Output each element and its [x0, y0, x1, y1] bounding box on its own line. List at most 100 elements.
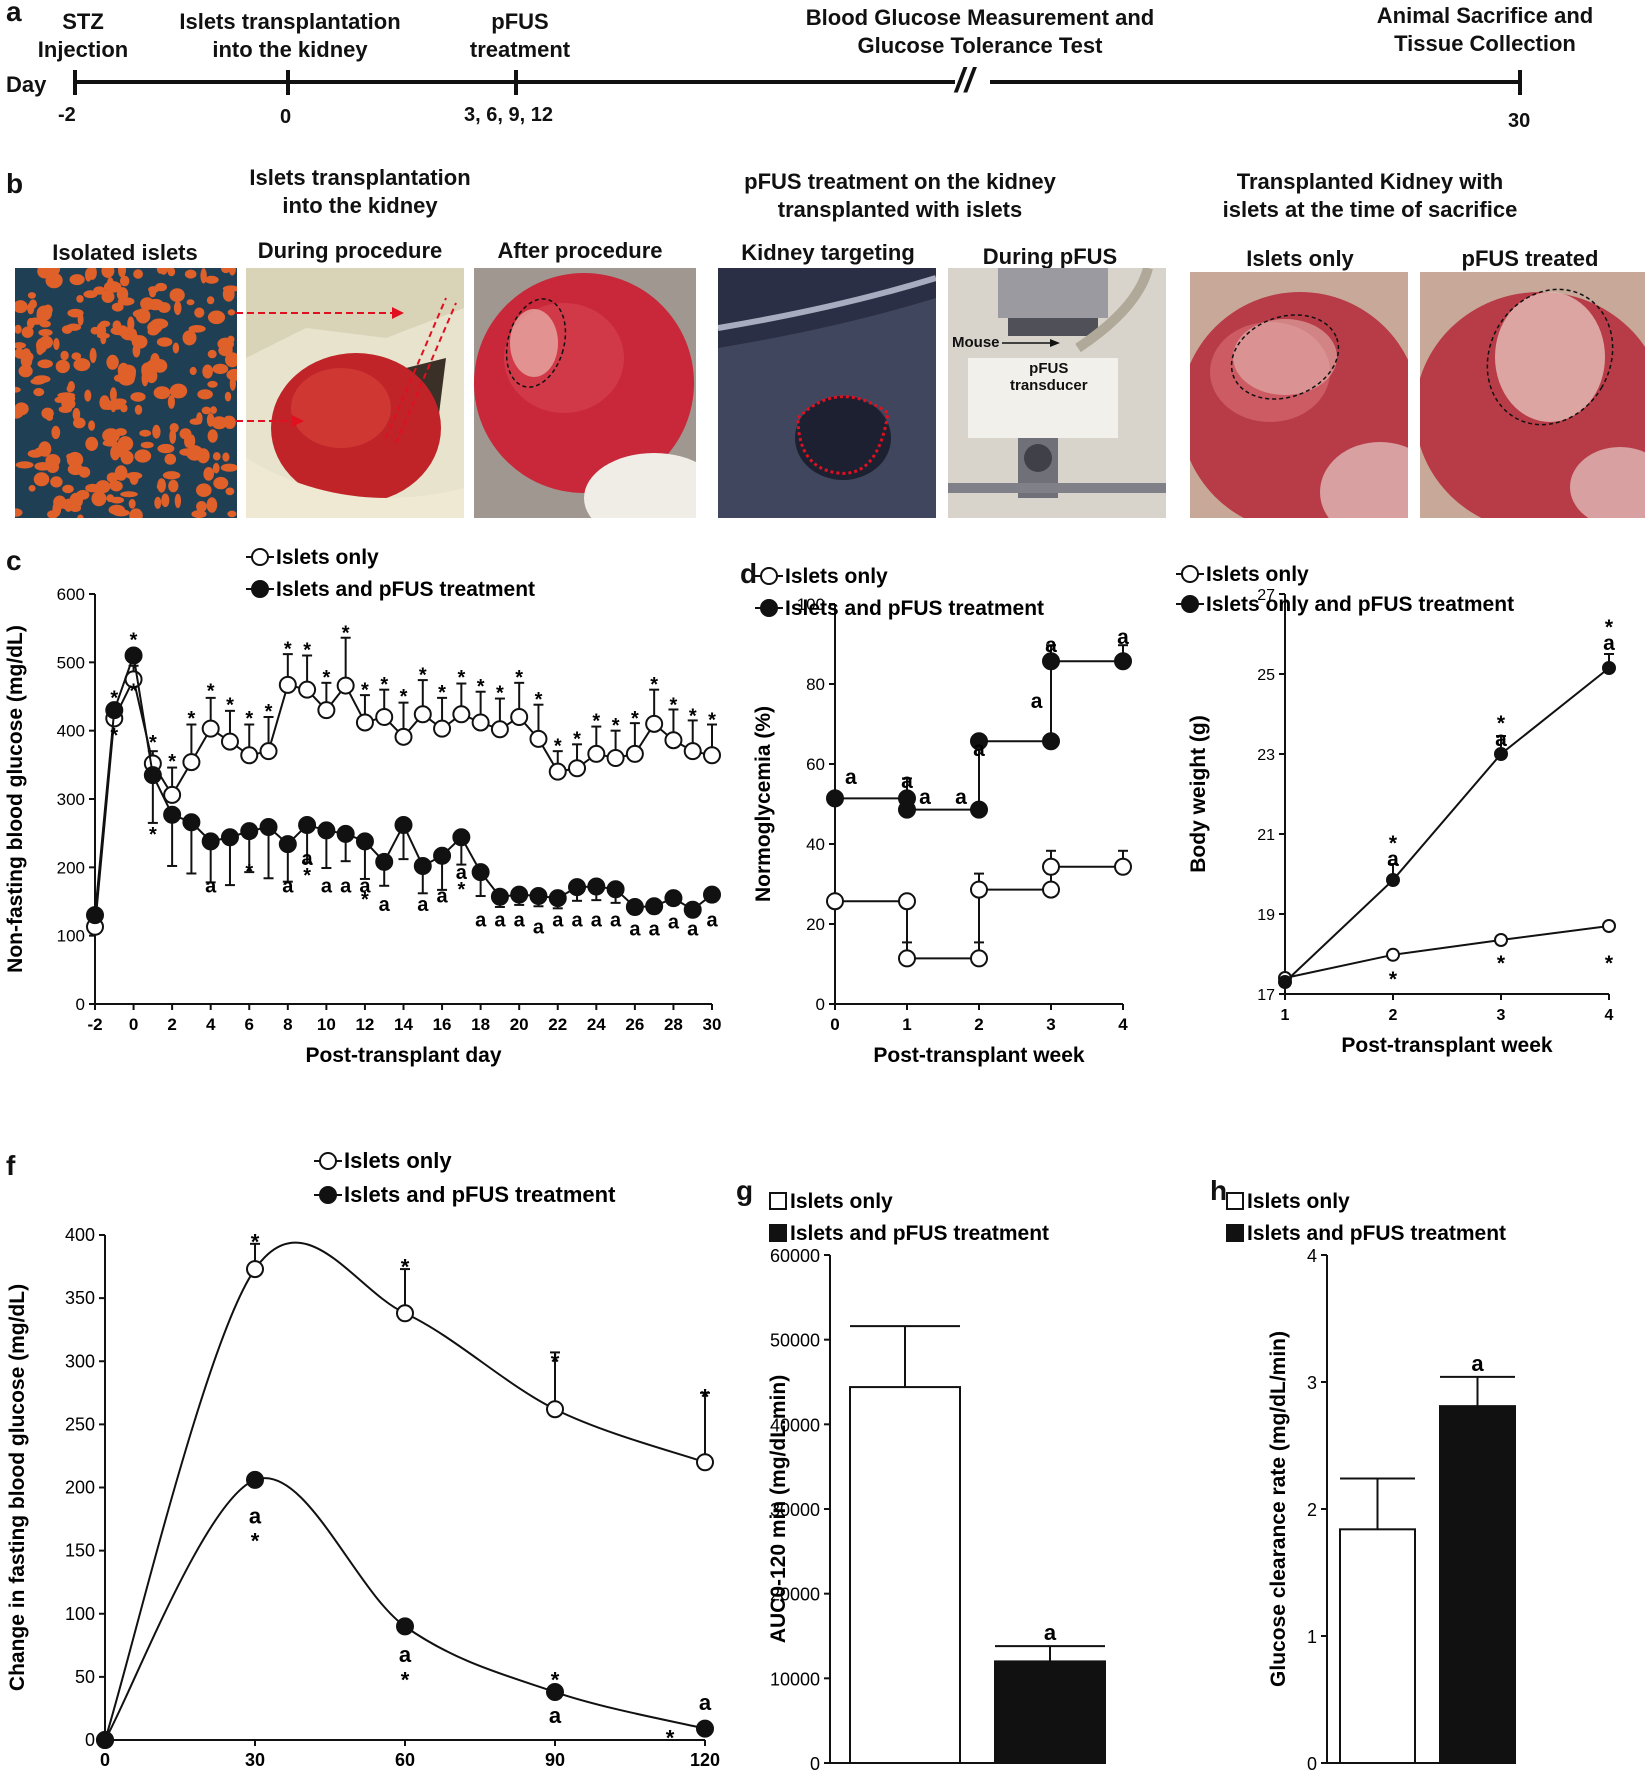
islet-dot: [129, 508, 143, 518]
islet-dot: [139, 429, 152, 437]
legend-label: Islets and pFUS treatment: [344, 1182, 616, 1207]
islet-dot: [229, 376, 236, 391]
data-point: [201, 832, 220, 851]
data-point: [396, 1617, 414, 1636]
islet-dot: [112, 509, 130, 517]
y-axis-label: Glucose clearance rate (mg/dL/min): [1267, 1331, 1290, 1687]
significance-a: a: [249, 1503, 262, 1528]
islet-dot: [109, 387, 117, 402]
islet-dot: [200, 268, 207, 284]
data-point: [587, 877, 606, 896]
y-tick-label: 350: [65, 1288, 95, 1308]
significance-a: a: [340, 875, 352, 897]
islet-dot: [152, 424, 161, 439]
data-point: [240, 746, 259, 765]
significance-star: *: [380, 674, 388, 696]
y-tick-label: 100: [797, 595, 825, 614]
significance-a: a: [668, 912, 680, 934]
data-point: [201, 719, 220, 738]
legend-marker: [1181, 595, 1199, 613]
data-point: [1278, 975, 1292, 989]
islet-dot: [157, 443, 175, 454]
islet-dot: [36, 305, 52, 321]
data-point: [826, 789, 844, 808]
significance-star: *: [303, 865, 311, 887]
islet-dot: [203, 467, 214, 481]
islet-dot: [188, 434, 196, 448]
islet-dot: [77, 514, 84, 518]
bar: [849, 1386, 961, 1765]
y-axis-label: AUC0-120 min (mg/dL.min): [767, 1375, 790, 1643]
islet-dot: [55, 359, 70, 374]
islet-dot: [156, 268, 169, 274]
data-point: [105, 701, 124, 720]
islet-dot: [26, 317, 35, 329]
data-point: [683, 900, 702, 919]
significance-a: a: [456, 862, 468, 884]
data-point: [1114, 652, 1132, 671]
significance-star: *: [303, 640, 311, 662]
islet-dot: [73, 358, 91, 372]
y-tick-label: 3: [1307, 1373, 1317, 1393]
data-point: [510, 708, 529, 726]
y-tick-label: 25: [1257, 667, 1275, 684]
significance-star: *: [130, 629, 138, 651]
data-point: [970, 949, 988, 968]
islet-dot: [15, 300, 28, 314]
islet-dot: [196, 483, 212, 497]
data-point: [124, 646, 143, 665]
photo-caption: During procedure: [257, 238, 443, 263]
legend-label: Islets and pFUS treatment: [785, 597, 1044, 620]
photo-caption: Islets only: [1246, 246, 1354, 271]
x-axis-label: Post-transplant day: [305, 1044, 501, 1067]
significance-star: *: [322, 667, 330, 689]
x-tick-label: 3: [1046, 1015, 1055, 1034]
data-point: [645, 897, 664, 916]
chart-g: 0 10000 20000 30000 40000 50000 60000 AUC0-120 …: [767, 1190, 1106, 1774]
significance-star: *: [573, 729, 581, 751]
x-tick-label: -2: [87, 1015, 102, 1034]
legend-label: Islets only and pFUS treatment: [1206, 593, 1514, 616]
islet-dot: [90, 326, 100, 335]
data-point: [898, 800, 916, 819]
islet-dot: [204, 275, 219, 284]
significance-star: *: [245, 708, 253, 730]
significance-star: *: [612, 715, 620, 737]
islet-dot: [169, 383, 188, 399]
islet-dot: [207, 349, 217, 359]
data-point: [278, 835, 297, 854]
data-point: [568, 759, 587, 778]
y-tick-label: 80: [806, 675, 825, 694]
islet-dot: [88, 420, 96, 431]
data-point: [143, 766, 162, 785]
x-tick-label: 18: [471, 1015, 490, 1034]
islet-dot: [76, 295, 84, 303]
significance-a: a: [549, 1703, 562, 1728]
islet-dot: [21, 326, 34, 338]
legend-swatch: [1226, 1192, 1244, 1210]
data-point: [1042, 732, 1060, 751]
islet-dot: [15, 461, 34, 469]
x-axis-label: Post-transplant week: [1341, 1034, 1553, 1057]
islet-dot: [221, 268, 231, 274]
x-tick-label: 2: [1389, 1007, 1398, 1024]
y-tick-label: 20: [806, 915, 825, 934]
significance-star: *: [701, 1385, 710, 1410]
significance-a: a: [417, 894, 429, 916]
timeline: [73, 70, 1522, 95]
data-point: [246, 1260, 264, 1279]
islet-dot: [225, 487, 235, 496]
significance-star: *: [477, 676, 485, 698]
significance-star: *: [245, 861, 253, 883]
data-point: [606, 749, 625, 767]
islet-dot: [167, 268, 176, 277]
panel-label-c: c: [6, 545, 22, 576]
islet-dot: [131, 335, 148, 349]
islet-dot: [167, 395, 175, 409]
islet-dot: [66, 453, 74, 460]
x-axis-label: Post-transplant week: [873, 1044, 1085, 1067]
bar: [994, 1660, 1106, 1764]
islet-dot: [145, 368, 158, 384]
y-tick-label: 0: [1307, 1754, 1317, 1774]
